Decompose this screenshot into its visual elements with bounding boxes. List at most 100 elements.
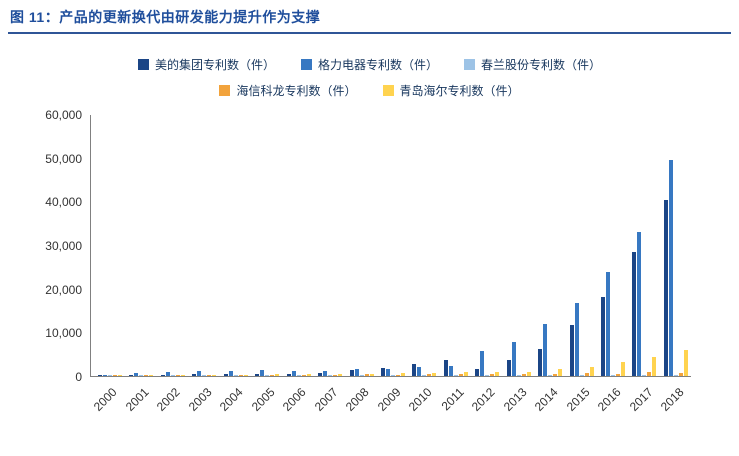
- x-tick-label: 2013: [500, 385, 530, 414]
- bar: [212, 375, 217, 376]
- bar: [349, 370, 354, 376]
- bar: [306, 374, 311, 376]
- bar: [678, 373, 683, 376]
- bar: [683, 350, 688, 376]
- bar-group: [160, 372, 185, 376]
- bar-group: [475, 351, 500, 376]
- y-tick-label: 10,000: [45, 326, 82, 341]
- bar: [301, 375, 306, 376]
- x-tick-label: 2003: [185, 385, 215, 414]
- bar: [569, 325, 574, 376]
- bar: [255, 374, 260, 376]
- bar-group: [569, 303, 594, 376]
- bar: [506, 360, 511, 376]
- x-tick-cell: 2014: [532, 377, 562, 419]
- y-axis: 60,000 50,000 40,000 30,000 20,000 10,000 0: [26, 108, 90, 384]
- x-tick-label: 2018: [658, 385, 687, 414]
- bar: [632, 252, 637, 376]
- x-tick-label: 2010: [406, 385, 435, 414]
- bar: [369, 374, 374, 376]
- legend-swatch-icon: [219, 85, 231, 96]
- x-tick-label: 2016: [595, 385, 624, 414]
- bar: [458, 374, 463, 376]
- legend-swatch-icon: [382, 85, 394, 96]
- bar: [270, 375, 275, 376]
- x-tick-cell: 2004: [217, 377, 247, 419]
- bar: [243, 375, 248, 376]
- x-tick-label: 2002: [154, 385, 183, 414]
- bar-group: [349, 369, 374, 376]
- bar-group: [601, 272, 625, 376]
- bar: [275, 374, 280, 376]
- bar: [364, 374, 369, 376]
- x-tick-cell: 2010: [406, 377, 436, 419]
- legend-label: 青岛海尔专利数（件）: [399, 84, 520, 98]
- bar: [385, 369, 390, 376]
- bar: [673, 375, 678, 376]
- plot-wrap: 2000 2001 2002 2003 2004 2005 2006 2007 2008 2009…: [90, 115, 691, 419]
- x-tick-label: 2014: [532, 385, 561, 414]
- bar: [412, 364, 417, 376]
- x-tick-cell: 2000: [91, 377, 121, 419]
- bar-group: [443, 360, 468, 376]
- x-tick-label: 2005: [248, 385, 278, 414]
- bar: [207, 375, 212, 376]
- bar-group: [506, 342, 531, 376]
- bar: [192, 374, 197, 376]
- bar: [233, 375, 238, 376]
- bar-group: [412, 364, 437, 376]
- bar: [589, 367, 594, 376]
- bar: [108, 375, 112, 376]
- bar: [647, 372, 652, 376]
- bar: [260, 370, 265, 376]
- y-tick-label: 60,000: [45, 108, 82, 122]
- bar-group: [286, 371, 311, 376]
- bar: [395, 375, 400, 376]
- x-tick-cell: 2007: [312, 377, 342, 419]
- bar: [390, 375, 395, 376]
- header-divider: [8, 32, 731, 34]
- y-tick-label: 20,000: [45, 282, 82, 297]
- bar: [323, 371, 328, 376]
- bar: [359, 375, 364, 376]
- plot-area: [90, 115, 691, 377]
- x-tick-label: 2000: [91, 385, 120, 414]
- x-tick-cell: 2002: [154, 377, 184, 419]
- legend-swatch-icon: [137, 59, 149, 70]
- x-tick-label: 2006: [280, 385, 309, 414]
- legend-label: 春兰股份专利数（件）: [481, 58, 602, 72]
- chart-legend: 美的集团专利数（件） 格力电器专利数（件） 春兰股份专利数（件） 海信科龙专利数（件）…: [0, 56, 739, 99]
- bar: [448, 366, 453, 376]
- figure-header: 图 11：产品的更新换代由研发能力提升作为支撑: [0, 0, 739, 32]
- bar: [417, 367, 422, 376]
- bar: [103, 375, 107, 376]
- bar: [286, 374, 291, 376]
- bar: [606, 272, 610, 376]
- bar-group: [255, 370, 280, 376]
- bar-group: [129, 373, 154, 376]
- bar: [422, 375, 427, 376]
- bar: [129, 375, 134, 376]
- bar: [160, 375, 165, 376]
- bar: [584, 373, 589, 376]
- bar: [380, 368, 385, 376]
- bar: [579, 375, 584, 376]
- bar: [318, 373, 323, 376]
- bar: [574, 303, 579, 376]
- bar: [427, 374, 432, 376]
- legend-item: 格力电器专利数（件）: [300, 56, 438, 73]
- bar: [637, 232, 642, 376]
- x-tick-label: 2004: [217, 385, 246, 414]
- x-tick-cell: 2018: [658, 377, 688, 419]
- legend-item: 美的集团专利数（件）: [137, 56, 275, 73]
- bar-group: [98, 375, 122, 376]
- bar: [197, 371, 202, 376]
- bar: [558, 369, 563, 376]
- y-tick-label: 30,000: [45, 239, 82, 253]
- legend-row: 海信科龙专利数（件） 青岛海尔专利数（件）: [219, 82, 520, 99]
- x-tick-cell: 2005: [249, 377, 279, 419]
- bar: [495, 372, 500, 376]
- bar: [134, 373, 139, 376]
- bar: [228, 371, 233, 376]
- x-tick-cell: 2013: [501, 377, 531, 419]
